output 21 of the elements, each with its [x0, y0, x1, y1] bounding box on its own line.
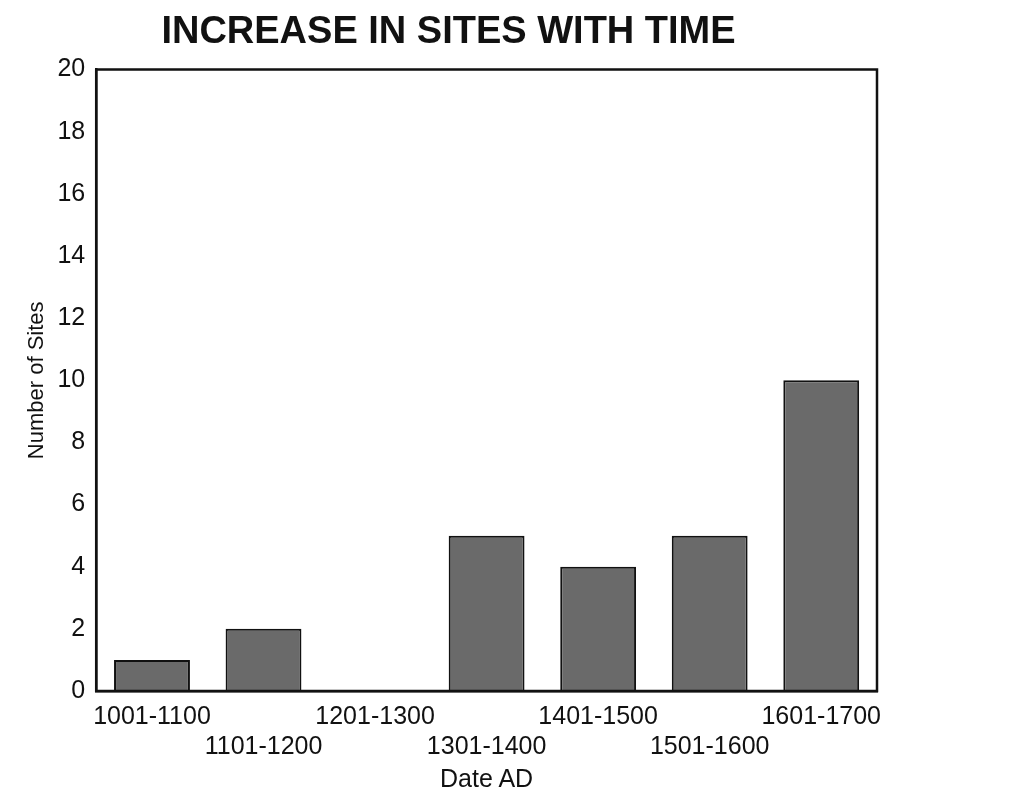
y-tick-label: 16	[57, 177, 86, 206]
x-tick-label: 1301-1400	[426, 730, 547, 759]
x-tick-label: 1401-1500	[538, 700, 658, 729]
y-tick-label: 0	[71, 674, 86, 703]
y-tick-label: 2	[71, 612, 86, 641]
y-axis-title: Number of Sites	[23, 301, 49, 460]
y-tick-label: 6	[71, 488, 86, 517]
y-tick-label: 10	[57, 364, 86, 393]
x-tick-label: 1201-1300	[315, 700, 435, 729]
x-tick-label: 1501-1600	[649, 730, 770, 759]
y-tick-label: 4	[71, 550, 86, 579]
y-tick-label: 12	[57, 302, 86, 331]
x-axis-title: Date AD	[440, 763, 534, 792]
y-tick-label: 14	[57, 239, 86, 268]
chart-title: INCREASE IN SITES WITH TIME	[161, 9, 736, 52]
x-tick-label: 1101-1200	[204, 730, 323, 759]
x-tick-label: 1601-1700	[761, 700, 882, 729]
y-tick-label: 18	[57, 115, 86, 144]
y-tick-label: 20	[57, 53, 86, 82]
y-tick-label: 8	[71, 426, 86, 455]
x-tick-label: 1001-1100	[93, 700, 211, 729]
